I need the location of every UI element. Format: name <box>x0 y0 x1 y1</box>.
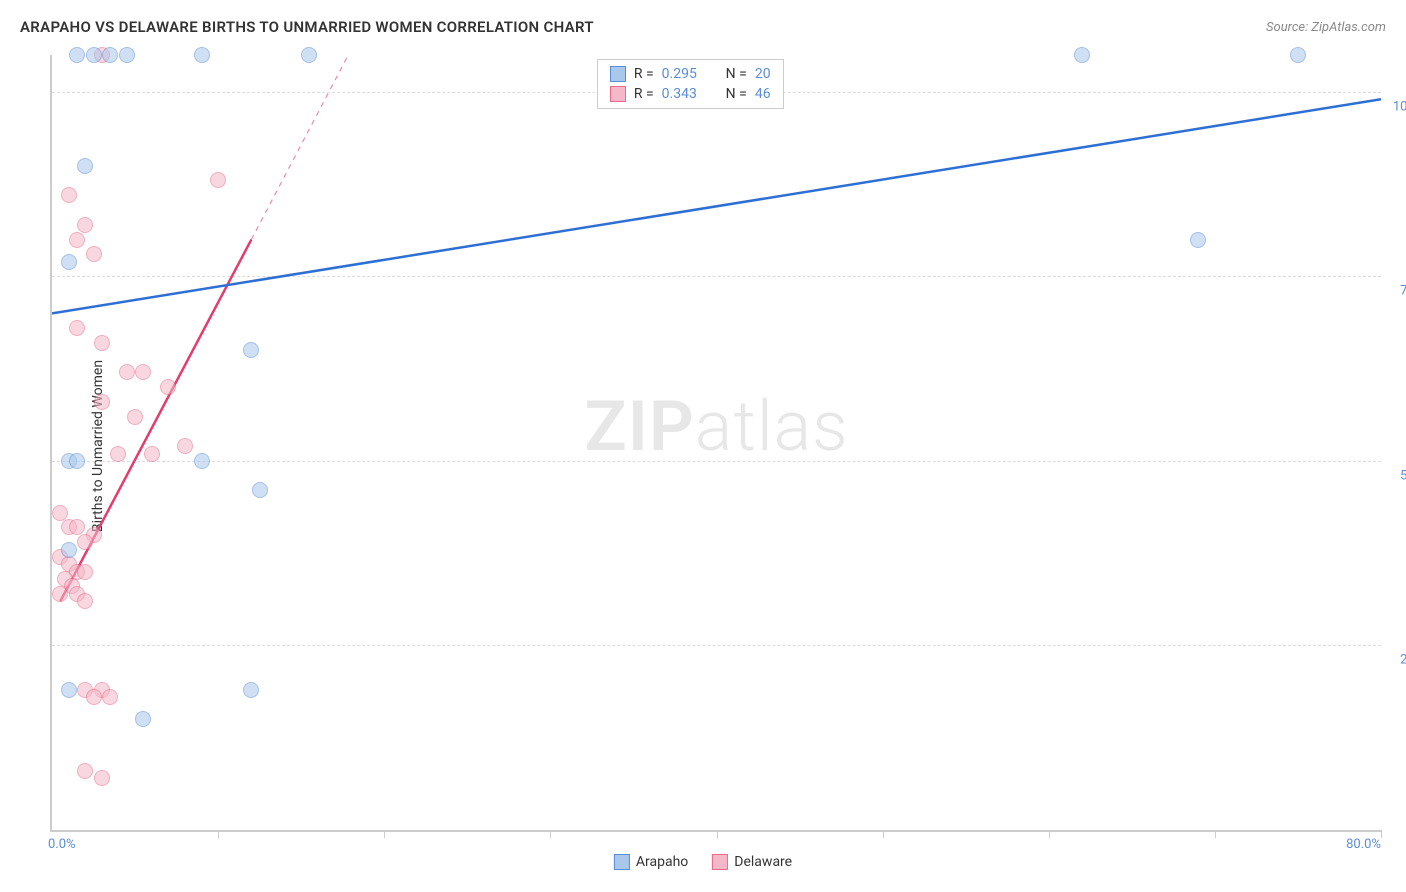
gridline-h <box>52 461 1381 462</box>
scatter-point-arapaho <box>86 47 102 63</box>
correlation-swatch <box>610 86 626 102</box>
scatter-point-delaware <box>94 335 110 351</box>
scatter-point-delaware <box>160 379 176 395</box>
scatter-point-arapaho <box>1190 232 1206 248</box>
scatter-point-delaware <box>52 586 68 602</box>
correlation-swatch <box>610 66 626 82</box>
scatter-point-arapaho <box>194 453 210 469</box>
scatter-point-delaware <box>86 689 102 705</box>
watermark: ZIPatlas <box>584 386 848 468</box>
x-tick-mark <box>1049 830 1050 838</box>
scatter-point-delaware <box>127 409 143 425</box>
scatter-point-delaware <box>135 364 151 380</box>
x-tick-mark <box>1215 830 1216 838</box>
chart-title: ARAPAHO VS DELAWARE BIRTHS TO UNMARRIED … <box>20 18 594 36</box>
scatter-point-arapaho <box>61 254 77 270</box>
scatter-point-delaware <box>94 394 110 410</box>
legend-item-delaware: Delaware <box>712 854 792 870</box>
scatter-point-arapaho <box>301 47 317 63</box>
y-tick-label: 50.0% <box>1400 468 1406 483</box>
scatter-point-delaware <box>77 564 93 580</box>
scatter-point-delaware <box>77 217 93 233</box>
scatter-point-delaware <box>69 232 85 248</box>
scatter-point-delaware <box>69 519 85 535</box>
scatter-point-delaware <box>144 446 160 462</box>
scatter-point-delaware <box>69 320 85 336</box>
scatter-point-delaware <box>52 505 68 521</box>
correlation-legend: R =0.295N =20R =0.343N =46 <box>597 59 784 109</box>
scatter-point-arapaho <box>119 47 135 63</box>
x-tick-mark <box>384 830 385 838</box>
scatter-point-arapaho <box>1290 47 1306 63</box>
correlation-row-delaware: R =0.343N =46 <box>610 84 771 104</box>
scatter-point-arapaho <box>61 682 77 698</box>
x-tick-mark <box>550 830 551 838</box>
x-tick-label: 0.0% <box>48 837 76 852</box>
scatter-point-arapaho <box>61 542 77 558</box>
scatter-point-arapaho <box>102 47 118 63</box>
scatter-point-arapaho <box>1074 47 1090 63</box>
x-tick-mark <box>1381 830 1382 838</box>
scatter-point-delaware <box>77 534 93 550</box>
y-tick-label: 75.0% <box>1400 284 1406 299</box>
x-tick-mark <box>717 830 718 838</box>
correlation-row-arapaho: R =0.295N =20 <box>610 64 771 84</box>
legend-label-delaware: Delaware <box>734 854 792 870</box>
series-legend: Arapaho Delaware <box>614 854 792 870</box>
scatter-point-delaware <box>210 172 226 188</box>
legend-swatch-delaware <box>712 854 728 870</box>
scatter-point-arapaho <box>194 47 210 63</box>
trend-lines <box>52 55 1381 830</box>
scatter-point-delaware <box>86 246 102 262</box>
scatter-point-arapaho <box>135 711 151 727</box>
scatter-point-delaware <box>119 364 135 380</box>
scatter-point-delaware <box>102 689 118 705</box>
scatter-point-arapaho <box>243 342 259 358</box>
scatter-point-delaware <box>94 770 110 786</box>
plot-area: ZIPatlas 25.0%50.0%75.0%100.0%0.0%80.0%R… <box>50 55 1381 832</box>
scatter-point-delaware <box>177 438 193 454</box>
legend-swatch-arapaho <box>614 854 630 870</box>
scatter-point-arapaho <box>243 682 259 698</box>
scatter-point-arapaho <box>77 158 93 174</box>
legend-item-arapaho: Arapaho <box>614 854 688 870</box>
y-tick-label: 100.0% <box>1393 99 1406 114</box>
source-label: Source: ZipAtlas.com <box>1266 20 1386 35</box>
scatter-point-delaware <box>77 593 93 609</box>
x-tick-mark <box>218 830 219 838</box>
gridline-h <box>52 645 1381 646</box>
scatter-point-delaware <box>110 446 126 462</box>
x-tick-label: 80.0% <box>1346 837 1381 852</box>
scatter-point-arapaho <box>69 47 85 63</box>
gridline-h <box>52 276 1381 277</box>
scatter-point-arapaho <box>252 482 268 498</box>
y-tick-label: 25.0% <box>1400 653 1406 668</box>
x-tick-mark <box>883 830 884 838</box>
scatter-point-arapaho <box>69 453 85 469</box>
scatter-point-delaware <box>77 763 93 779</box>
scatter-point-delaware <box>61 187 77 203</box>
legend-label-arapaho: Arapaho <box>636 854 688 870</box>
